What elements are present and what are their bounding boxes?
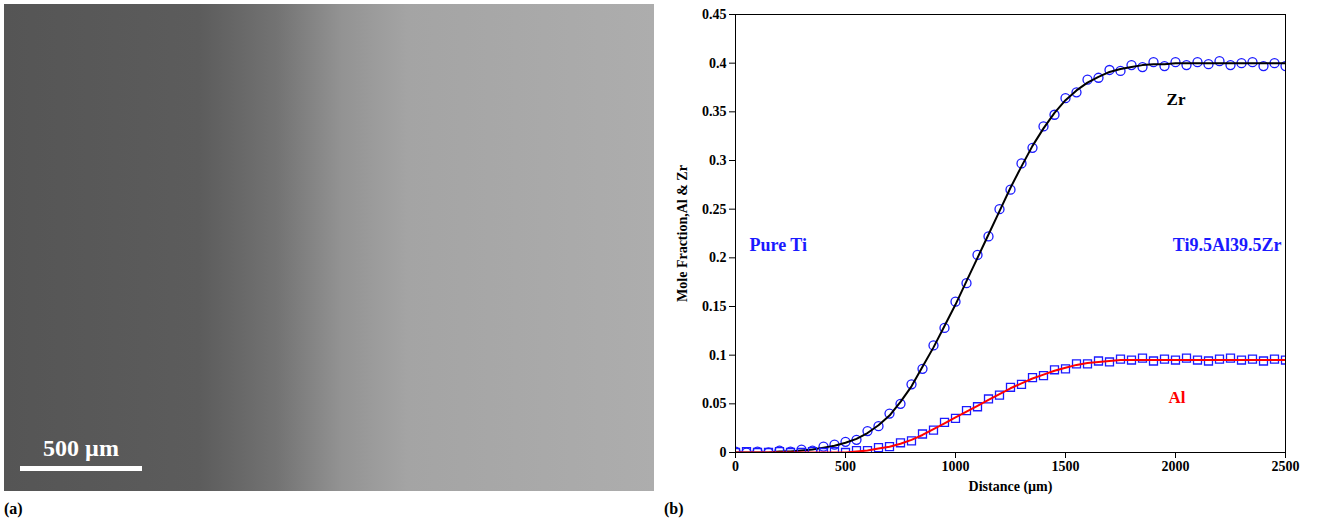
svg-text:Al: Al [1169, 388, 1186, 407]
svg-text:0.45: 0.45 [702, 7, 727, 22]
svg-text:1500: 1500 [1052, 459, 1080, 474]
svg-text:500 µm: 500 µm [43, 435, 119, 461]
svg-text:500: 500 [835, 459, 856, 474]
svg-text:0.35: 0.35 [702, 104, 727, 119]
svg-text:0.4: 0.4 [709, 56, 727, 71]
svg-text:0: 0 [720, 445, 727, 460]
html-text:(a): (a) [4, 500, 23, 517]
svg-text:0.3: 0.3 [709, 153, 727, 168]
svg-text:0: 0 [732, 459, 739, 474]
html-text:(b): (b) [664, 500, 684, 517]
svg-text:0.05: 0.05 [702, 396, 727, 411]
svg-text:1000: 1000 [942, 459, 970, 474]
svg-text:0.15: 0.15 [702, 299, 727, 314]
svg-text:2500: 2500 [1272, 459, 1300, 474]
svg-text:0.25: 0.25 [702, 202, 727, 217]
svg-text:0.2: 0.2 [709, 250, 727, 265]
svg-text:0.1: 0.1 [709, 348, 727, 363]
svg-text:Zr: Zr [1167, 90, 1186, 109]
svg-text:Mole Fraction,Al & Zr: Mole Fraction,Al & Zr [675, 165, 690, 302]
svg-text:2000: 2000 [1162, 459, 1190, 474]
svg-text:Ti9.5Al39.5Zr: Ti9.5Al39.5Zr [1173, 235, 1282, 255]
svg-text:Pure Ti: Pure Ti [750, 235, 808, 255]
svg-text:Distance (µm): Distance (µm) [969, 479, 1053, 495]
